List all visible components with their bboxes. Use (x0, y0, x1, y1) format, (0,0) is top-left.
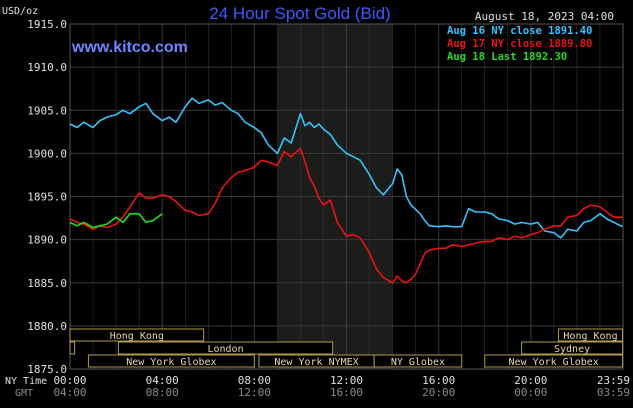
watermark: www.kitco.com (71, 39, 188, 56)
legend-entry-aug17: Aug 17 NY close 1889.80 (447, 38, 592, 50)
date-label: August 18, 2023 04:00 (475, 10, 614, 23)
series-line-3 (69, 213, 163, 229)
market-label: NY Globex (391, 357, 445, 368)
market-sessions-layer: Hong Kong Hong Kong London Sydney New York G… (69, 328, 624, 368)
x-tick-label-ny: 04:00 (146, 374, 179, 387)
market-label: Hong Kong (110, 331, 164, 342)
y-tick-label: 1905.0 (27, 104, 67, 117)
y-tick-label: 1895.0 (27, 191, 67, 204)
market-box-london (69, 341, 76, 355)
grid-layer (69, 23, 624, 370)
x-axis-gmt-title: GMT (15, 388, 33, 399)
market-label: Hong Kong (563, 331, 617, 342)
unit-label: USD/oz (2, 6, 38, 17)
plot-frame (69, 23, 624, 370)
market-label: Sydney (554, 344, 590, 355)
x-tick-label-ny: 20:00 (514, 374, 547, 387)
series-line-2 (69, 147, 623, 284)
y-tick-label: 1890.0 (27, 234, 67, 247)
series-line-1 (69, 97, 623, 239)
market-box-hong-kong (557, 328, 624, 342)
x-tick-label-gmt: 20:00 (422, 386, 455, 399)
market-label: New York Globex (126, 357, 216, 368)
market-label: London (207, 344, 243, 355)
legend: Aug 16 NY close 1891.40 Aug 17 NY close … (447, 25, 592, 63)
x-tick-label-gmt: 04:00 (53, 386, 86, 399)
legend-entry-aug16: Aug 16 NY close 1891.40 (447, 25, 592, 37)
legend-entry-aug18: Aug 18 Last 1892.30 (447, 51, 567, 63)
x-tick-label-ny: 00:00 (53, 374, 86, 387)
y-tick-label: 1900.0 (27, 147, 67, 160)
y-tick-label: 1915.0 (27, 18, 67, 31)
market-box-new-york-globex (87, 354, 255, 368)
y-tick-label: 1885.0 (27, 277, 67, 290)
x-tick-label-gmt: 00:00 (514, 386, 547, 399)
y-tick-label: 1880.0 (27, 320, 67, 333)
x-axis-ny-title: NY Time (5, 376, 47, 387)
series-layer (69, 97, 623, 284)
x-tick-label-ny: 23:59 (597, 374, 630, 387)
market-box-ny-globex (373, 354, 463, 368)
x-tick-label-gmt: 03:59 (597, 386, 630, 399)
axis-layer: 1915.0 1910.0 1905.0 1900.0 1895.0 1890.0 1885… (27, 18, 630, 399)
x-tick-label-gmt: 12:00 (238, 386, 271, 399)
x-tick-label-ny: 16:00 (422, 374, 455, 387)
x-tick-label-gmt: 16:00 (330, 386, 363, 399)
y-tick-label: 1910.0 (27, 61, 67, 74)
market-box-sydney (521, 341, 624, 355)
market-box-hong-kong (69, 328, 205, 342)
market-label: New York NYMEX (274, 357, 358, 368)
y-tick-label: 1875.0 (27, 363, 67, 376)
market-label: New York Globex (508, 357, 598, 368)
x-tick-label-ny: 12:00 (330, 374, 363, 387)
x-tick-label-gmt: 08:00 (146, 386, 179, 399)
market-box-london (117, 341, 334, 355)
chart-title: 24 Hour Spot Gold (Bid) (209, 4, 390, 23)
x-tick-label-ny: 08:00 (238, 374, 271, 387)
market-box-new-york-globex (484, 354, 624, 368)
